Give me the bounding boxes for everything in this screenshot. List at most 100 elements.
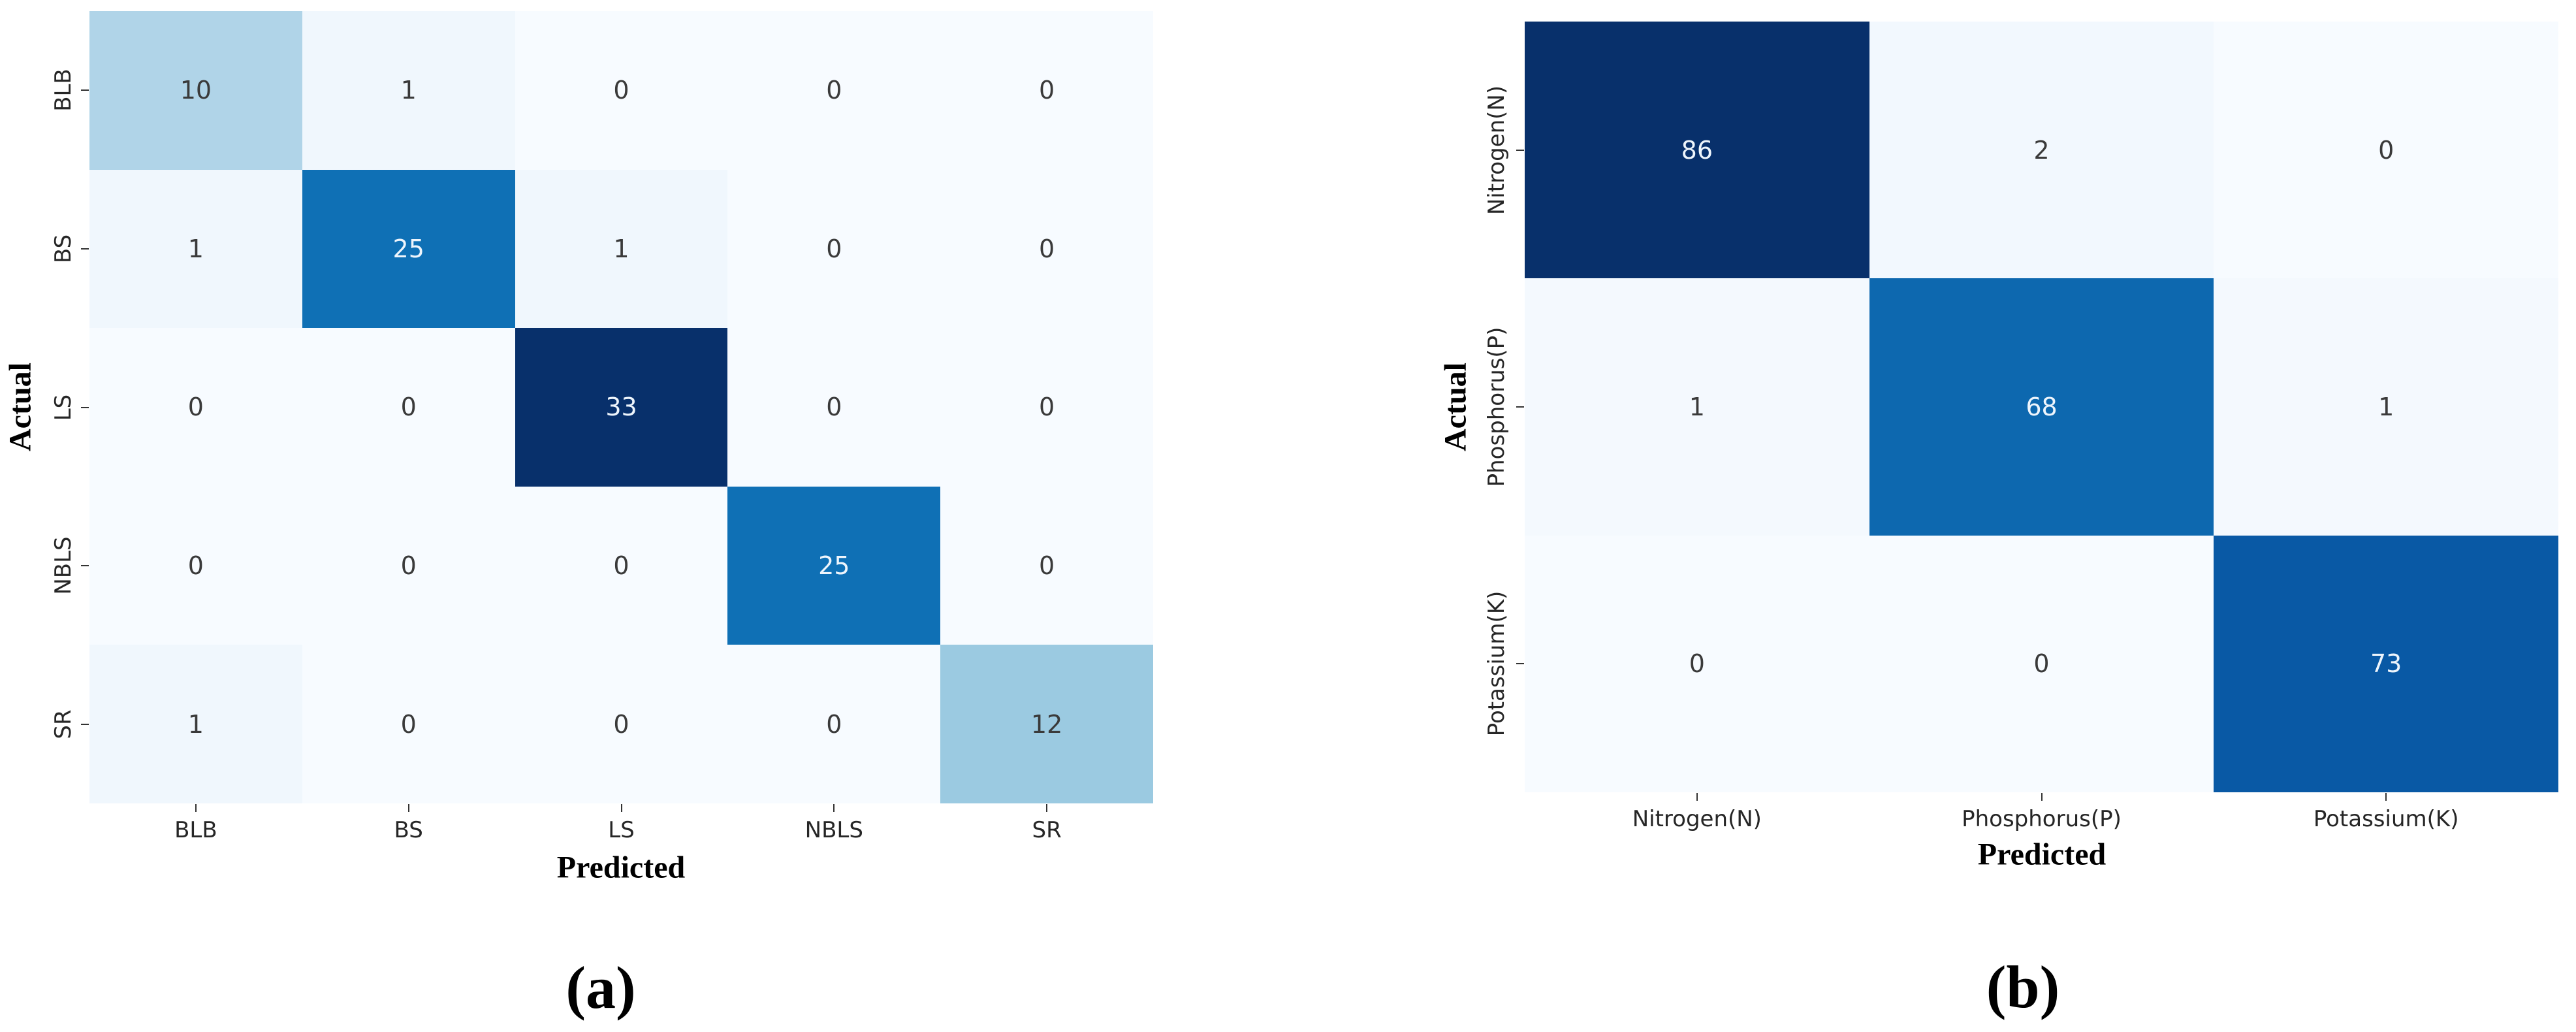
heatmap-cell: 0 (727, 11, 941, 170)
cell-value: 0 (1038, 551, 1055, 581)
y-tick-mark (81, 723, 89, 725)
y-tick-label: BLB (50, 69, 76, 112)
cell-value: 0 (613, 551, 629, 581)
cell-value: 1 (400, 76, 417, 105)
heatmap-cell: 0 (1869, 535, 2214, 792)
x-tick-mark (1696, 793, 1698, 801)
cell-value: 73 (2370, 649, 2402, 679)
x-tick-mark (1046, 804, 1048, 812)
heatmap-cell: 0 (302, 486, 515, 645)
heatmap-cell: 86 (1525, 22, 1869, 279)
cell-value: 33 (605, 393, 637, 422)
y-axis-label-b: Actual (1438, 363, 1473, 451)
x-tick-mark (2385, 793, 2387, 801)
y-tick-mark (81, 248, 89, 250)
y-tick-mark (1516, 149, 1524, 151)
panel-caption-a: (a) (565, 954, 636, 1021)
x-tick-label: BS (394, 817, 423, 843)
heatmap-cell: 0 (302, 645, 515, 803)
heatmap-cell: 1 (89, 169, 302, 329)
y-axis-label-a: Actual (3, 363, 38, 451)
y-tick-label: BS (50, 234, 76, 264)
cell-value: 25 (818, 551, 850, 581)
cell-value: 0 (826, 393, 842, 422)
heatmap-cell: 1 (302, 11, 515, 170)
cell-value: 0 (1038, 234, 1055, 263)
x-tick-mark (407, 804, 409, 812)
heatmap-cell: 0 (940, 328, 1153, 487)
heatmap-cell: 0 (727, 328, 941, 487)
cell-value: 0 (187, 551, 204, 581)
cell-value: 1 (187, 234, 204, 263)
x-tick-mark (195, 804, 197, 812)
cell-value: 0 (1038, 393, 1055, 422)
heatmap-a: 10 1 0 0 0 1 25 1 0 0 0 0 33 0 0 0 0 0 25 0 1 0 0 0 12 (89, 11, 1153, 803)
y-tick-mark (81, 565, 89, 567)
x-tick-label: Potassium(K) (2313, 806, 2459, 832)
x-tick-label: BLB (174, 817, 217, 843)
x-axis-label-a: Predicted (556, 850, 686, 885)
heatmap-cell: 0 (89, 328, 302, 487)
heatmap-cell: 0 (515, 645, 728, 803)
cell-value: 1 (613, 234, 629, 263)
x-tick-label: Phosphorus(P) (1962, 806, 2122, 832)
cell-value: 0 (613, 709, 629, 739)
cell-value: 0 (826, 234, 842, 263)
cell-value: 2 (2033, 135, 2050, 165)
heatmap-cell: 33 (515, 328, 728, 487)
heatmap-cell: 0 (940, 11, 1153, 170)
heatmap-cell: 2 (1869, 22, 2214, 279)
cell-value: 1 (2378, 392, 2394, 421)
cell-value: 0 (826, 709, 842, 739)
heatmap-cell: 1 (2214, 278, 2558, 536)
heatmap-cell: 0 (727, 645, 941, 803)
y-tick-mark (81, 406, 89, 408)
cell-value: 68 (2026, 392, 2058, 421)
heatmap-cell: 0 (940, 169, 1153, 329)
cell-value: 0 (1689, 649, 1705, 679)
y-tick-label: Phosphorus(P) (1484, 327, 1510, 487)
heatmap-cell: 12 (940, 645, 1153, 803)
heatmap-cell: 0 (515, 11, 728, 170)
cell-value: 10 (180, 76, 212, 105)
heatmap-cell: 1 (515, 169, 728, 329)
y-tick-label: SR (50, 709, 76, 739)
heatmap-cell: 0 (302, 328, 515, 487)
x-tick-mark (833, 804, 835, 812)
heatmap-b: 86 2 0 1 68 1 0 0 73 (1525, 22, 2558, 792)
cell-value: 12 (1030, 709, 1063, 739)
cell-value: 0 (400, 709, 417, 739)
cell-value: 0 (400, 551, 417, 581)
x-tick-label: NBLS (804, 817, 863, 843)
cell-value: 0 (2033, 649, 2050, 679)
cell-value: 0 (187, 393, 204, 422)
cell-value: 0 (613, 76, 629, 105)
heatmap-cell: 68 (1869, 278, 2214, 536)
cell-value: 0 (2378, 135, 2394, 165)
heatmap-cell: 0 (515, 486, 728, 645)
y-tick-label: NBLS (50, 536, 76, 595)
x-axis-label-b: Predicted (1977, 837, 2107, 872)
x-tick-label: SR (1032, 817, 1062, 843)
cell-value: 25 (392, 234, 424, 263)
y-tick-label: Nitrogen(N) (1484, 85, 1510, 215)
heatmap-cell: 1 (89, 645, 302, 803)
cell-value: 0 (1038, 76, 1055, 105)
cell-value: 1 (187, 709, 204, 739)
heatmap-cell: 73 (2214, 535, 2558, 792)
y-tick-mark (81, 89, 89, 91)
heatmap-cell: 1 (1525, 278, 1869, 536)
cell-value: 0 (826, 76, 842, 105)
y-tick-label: LS (50, 394, 76, 421)
heatmap-cell: 25 (727, 486, 941, 645)
heatmap-cell: 25 (302, 169, 515, 329)
heatmap-cell: 10 (89, 11, 302, 170)
heatmap-cell: 0 (940, 486, 1153, 645)
cell-value: 1 (1689, 392, 1705, 421)
panel-caption-b: (b) (1986, 954, 2060, 1020)
x-tick-label: LS (608, 817, 635, 843)
y-tick-mark (1516, 663, 1524, 665)
x-tick-label: Nitrogen(N) (1632, 806, 1762, 832)
y-tick-label: Potassium(K) (1484, 591, 1510, 737)
